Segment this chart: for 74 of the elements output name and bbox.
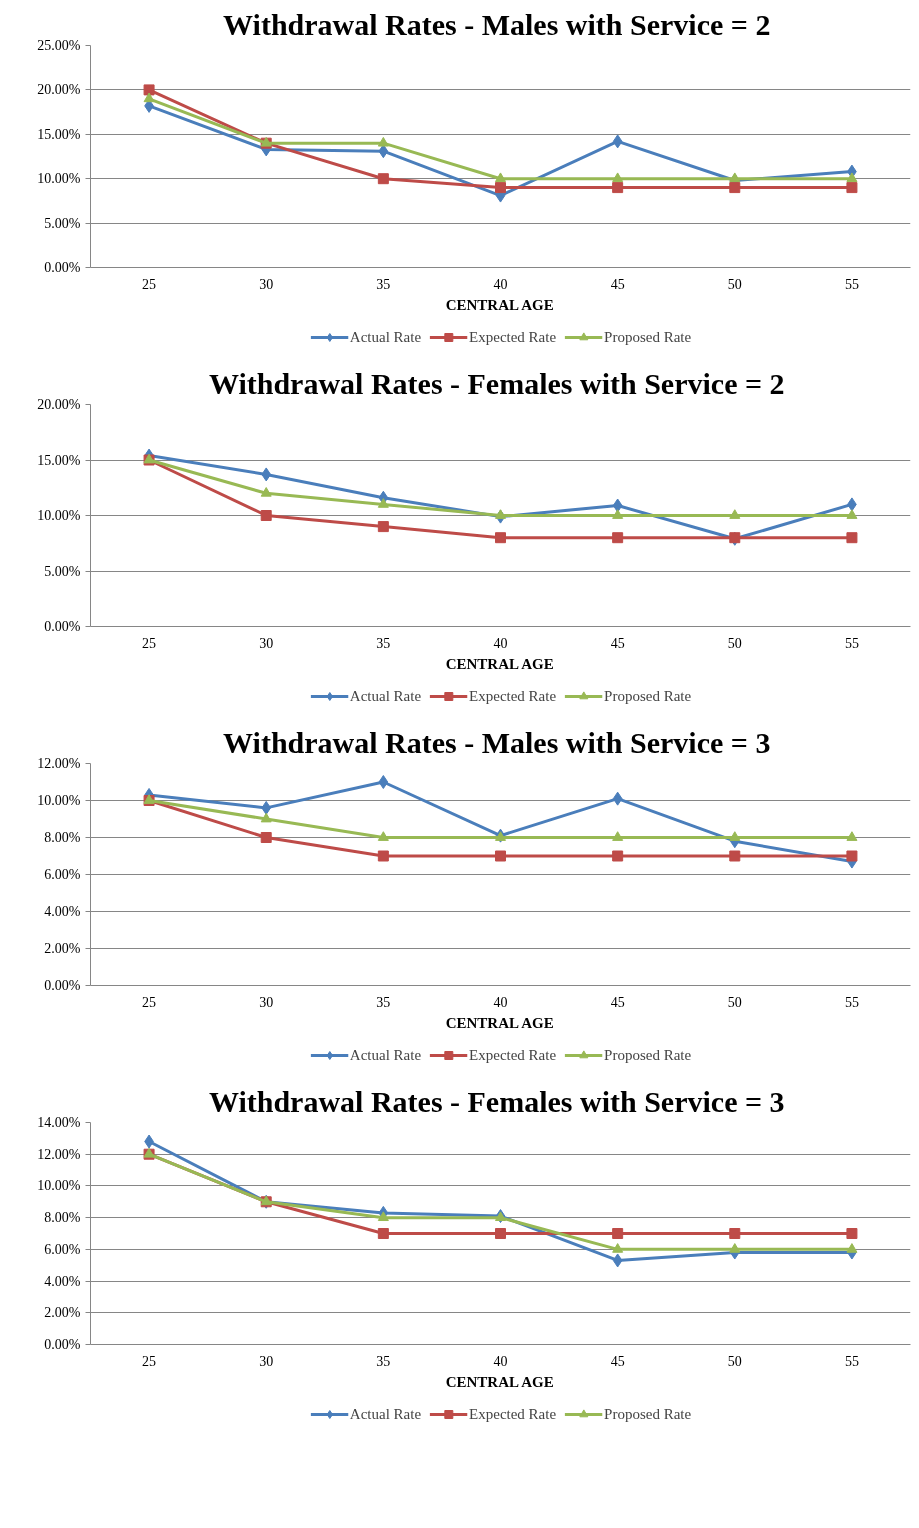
y-tick-label: 10.00% xyxy=(37,1178,81,1194)
legend-label: Expected Rate xyxy=(469,1405,557,1423)
legend-label: Actual Rate xyxy=(349,1046,422,1064)
y-tick-label: 12.00% xyxy=(37,1146,81,1162)
x-axis-title: CENTRAL AGE xyxy=(445,655,554,672)
y-tick-label: 0.00% xyxy=(44,1337,81,1352)
x-tick-label: 35 xyxy=(376,276,391,292)
y-tick-label: 0.00% xyxy=(44,619,81,634)
legend-label: Proposed Rate xyxy=(604,1405,692,1423)
y-tick-label: 20.00% xyxy=(37,82,81,98)
legend-label: Expected Rate xyxy=(469,1046,557,1064)
y-tick-label: 10.00% xyxy=(37,793,81,808)
legend-label: Expected Rate xyxy=(469,687,557,705)
legend-label: Proposed Rate xyxy=(604,1046,692,1064)
x-tick-label: 30 xyxy=(259,276,274,292)
x-tick-label: 40 xyxy=(493,635,508,651)
y-tick-label: 0.00% xyxy=(44,260,81,275)
y-tick-label: 10.00% xyxy=(37,171,81,187)
y-tick-label: 10.00% xyxy=(37,508,81,523)
x-tick-label: 35 xyxy=(376,994,391,1010)
y-tick-label: 5.00% xyxy=(44,563,81,579)
y-tick-label: 0.00% xyxy=(44,978,81,993)
x-tick-label: 55 xyxy=(844,635,859,651)
x-tick-label: 45 xyxy=(610,276,625,292)
chart-title: Withdrawal Rates - Females with Service = 2 xyxy=(208,366,785,400)
legend-label: Actual Rate xyxy=(349,687,422,705)
chart-title: Withdrawal Rates - Males with Service = 3 xyxy=(223,725,771,759)
y-tick-label: 20.00% xyxy=(37,397,81,412)
legend-label: Actual Rate xyxy=(349,1405,422,1423)
x-tick-label: 40 xyxy=(493,1353,508,1369)
x-tick-label: 55 xyxy=(844,1353,859,1369)
y-tick-label: 8.00% xyxy=(44,1210,81,1226)
y-tick-label: 4.00% xyxy=(44,904,81,919)
x-tick-label: 30 xyxy=(259,1353,274,1369)
x-tick-label: 50 xyxy=(727,276,742,292)
y-tick-label: 14.00% xyxy=(37,1115,81,1130)
legend-label: Proposed Rate xyxy=(604,328,692,346)
x-tick-label: 30 xyxy=(259,994,274,1010)
y-tick-label: 6.00% xyxy=(44,867,81,882)
x-tick-label: 45 xyxy=(610,1353,625,1369)
x-axis-title: CENTRAL AGE xyxy=(445,1373,554,1390)
legend-label: Expected Rate xyxy=(469,328,557,346)
y-tick-label: 2.00% xyxy=(44,1305,81,1321)
x-tick-label: 40 xyxy=(493,276,508,292)
y-tick-label: 8.00% xyxy=(44,830,81,845)
x-tick-label: 30 xyxy=(259,635,274,651)
x-tick-label: 55 xyxy=(844,994,859,1010)
x-tick-label: 40 xyxy=(493,994,508,1010)
x-tick-label: 50 xyxy=(727,635,742,651)
x-tick-label: 45 xyxy=(610,994,625,1010)
x-tick-label: 25 xyxy=(142,994,157,1010)
x-tick-label: 35 xyxy=(376,1353,391,1369)
x-tick-label: 50 xyxy=(727,994,742,1010)
y-tick-label: 12.00% xyxy=(37,756,81,771)
x-tick-label: 25 xyxy=(142,635,157,651)
y-tick-label: 4.00% xyxy=(44,1273,81,1289)
chart-title: Withdrawal Rates - Females with Service = 3 xyxy=(208,1084,785,1118)
y-tick-label: 15.00% xyxy=(37,452,81,468)
y-tick-label: 2.00% xyxy=(44,941,81,956)
chart-title: Withdrawal Rates - Males with Service = 2 xyxy=(223,7,771,41)
x-axis-title: CENTRAL AGE xyxy=(445,296,554,313)
x-axis-title: CENTRAL AGE xyxy=(445,1014,554,1031)
y-tick-label: 6.00% xyxy=(44,1241,81,1257)
x-tick-label: 45 xyxy=(610,635,625,651)
y-tick-label: 15.00% xyxy=(37,126,81,142)
x-tick-label: 25 xyxy=(142,276,157,292)
y-tick-label: 25.00% xyxy=(37,38,81,53)
x-tick-label: 55 xyxy=(844,276,859,292)
legend-label: Actual Rate xyxy=(349,328,422,346)
x-tick-label: 25 xyxy=(142,1353,157,1369)
legend-label: Proposed Rate xyxy=(604,687,692,705)
x-tick-label: 50 xyxy=(727,1353,742,1369)
x-tick-label: 35 xyxy=(376,635,391,651)
y-tick-label: 5.00% xyxy=(44,215,81,231)
